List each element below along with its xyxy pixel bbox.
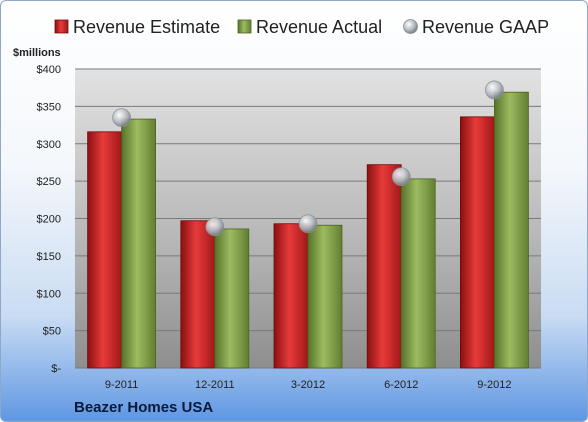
y-tick-label: $350 bbox=[37, 101, 61, 113]
y-tick-label: $200 bbox=[37, 214, 61, 226]
marker-revenue-gaap bbox=[391, 167, 411, 187]
bars bbox=[87, 91, 529, 369]
y-tick-label: $400 bbox=[37, 64, 61, 76]
bar-revenue-estimate bbox=[366, 164, 402, 369]
bar-revenue-estimate bbox=[273, 223, 309, 369]
x-tick-label: 12-2011 bbox=[195, 379, 235, 391]
company-name: Beazer Homes USA bbox=[74, 399, 214, 416]
chart-legend: Revenue Estimate Revenue Actual Revenue GA… bbox=[54, 17, 549, 37]
legend-swatch bbox=[403, 19, 418, 34]
y-tick-label: $250 bbox=[37, 176, 61, 188]
x-tick-label: 6-2012 bbox=[384, 379, 418, 391]
bar-revenue-actual bbox=[400, 178, 436, 369]
marker-revenue-gaap bbox=[484, 80, 504, 100]
bar-revenue-estimate bbox=[87, 131, 122, 369]
x-tick-label: 9-2011 bbox=[105, 379, 138, 391]
y-tick-label: $50 bbox=[43, 326, 61, 338]
y-tick-label: $100 bbox=[37, 288, 61, 300]
bar-revenue-actual bbox=[214, 228, 250, 369]
bar-revenue-actual bbox=[493, 91, 529, 369]
marker-revenue-gaap bbox=[298, 214, 318, 234]
legend-label: Revenue Estimate bbox=[73, 17, 220, 37]
gaap-markers bbox=[112, 80, 504, 237]
legend-swatch bbox=[237, 19, 252, 34]
legend-swatch bbox=[54, 19, 69, 34]
y-tick-label: $300 bbox=[37, 139, 61, 151]
y-axis-unit-label: $millions bbox=[13, 47, 61, 59]
legend-label: Revenue Actual bbox=[256, 17, 382, 37]
marker-revenue-gaap bbox=[205, 217, 225, 237]
legend-label: Revenue GAAP bbox=[422, 17, 549, 37]
bar-revenue-estimate bbox=[459, 116, 495, 369]
x-tick-label: 3-2012 bbox=[291, 379, 325, 391]
marker-revenue-gaap bbox=[112, 108, 131, 127]
y-axis-ticks: $- $50 $100 $150 $200 $250 $300 $350 $400 bbox=[37, 64, 62, 375]
x-tick-label: 9-2012 bbox=[477, 379, 511, 391]
y-tick-label: $150 bbox=[37, 251, 61, 263]
bar-revenue-estimate bbox=[180, 220, 216, 369]
bar-revenue-actual bbox=[307, 224, 343, 369]
x-axis-ticks: 9-2011 12-2011 3-2012 6-2012 9-2012 bbox=[105, 379, 512, 391]
bar-revenue-actual bbox=[121, 118, 156, 369]
y-tick-label: $- bbox=[51, 363, 61, 375]
